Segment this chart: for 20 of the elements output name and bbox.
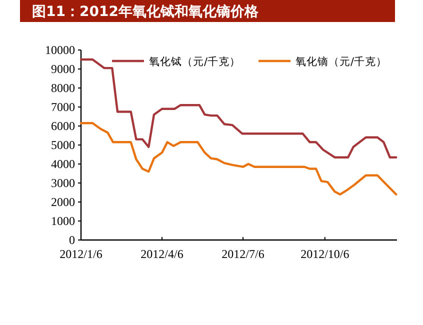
y-tick-label: 5000 bbox=[51, 138, 75, 152]
y-tick-label: 3000 bbox=[51, 176, 75, 190]
x-tick-label: 2012/1/6 bbox=[60, 247, 102, 261]
legend-label: 氧化镝（元/千克） bbox=[296, 55, 388, 68]
x-tick-label: 2012/10/6 bbox=[300, 247, 350, 261]
y-tick-label: 7000 bbox=[51, 100, 75, 114]
y-tick-label: 10000 bbox=[45, 43, 75, 57]
y-tick-label: 4000 bbox=[51, 157, 75, 171]
legend-label: 氧化铽（元/千克） bbox=[149, 55, 241, 68]
y-tick-label: 6000 bbox=[51, 119, 75, 133]
y-tick-label: 0 bbox=[69, 233, 75, 247]
y-tick-label: 2000 bbox=[51, 195, 75, 209]
y-tick-label: 1000 bbox=[51, 214, 75, 228]
x-tick-label: 2012/7/6 bbox=[222, 247, 264, 261]
line-series bbox=[80, 58, 398, 158]
chart-title: 图11：2012年氧化铽和氧化镝价格 bbox=[32, 4, 260, 20]
y-tick-label: 8000 bbox=[51, 81, 75, 95]
x-tick-label: 2012/4/6 bbox=[140, 247, 184, 261]
line-series bbox=[80, 122, 398, 196]
y-tick-label: 9000 bbox=[51, 62, 75, 76]
